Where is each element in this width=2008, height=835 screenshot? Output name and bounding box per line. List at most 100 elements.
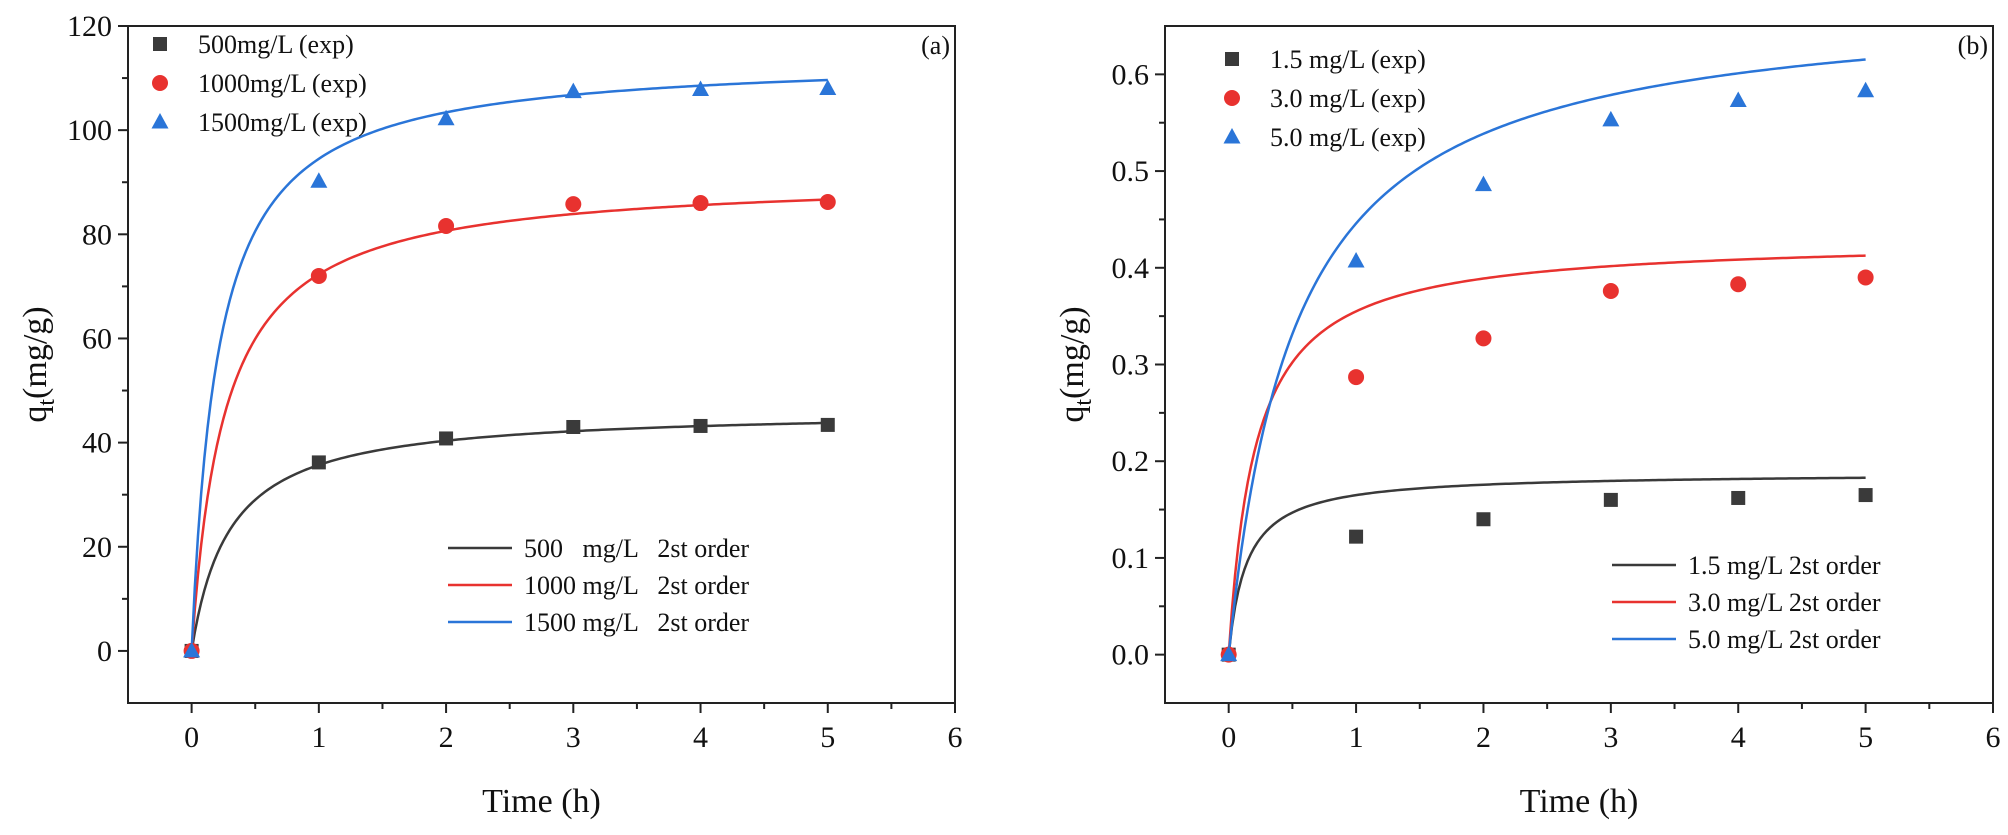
legend-label-fit-1: 1000 mg/L 2st order xyxy=(524,571,749,600)
legend-marker-1 xyxy=(1224,90,1240,106)
data-point-series-1 xyxy=(1857,269,1874,286)
y-tick-label: 0.0 xyxy=(1112,639,1150,672)
data-point-series-2 xyxy=(1857,81,1875,98)
y-axis-title-unit: (mg/g) xyxy=(17,306,54,399)
plot-frame xyxy=(127,25,956,704)
data-point-series-2 xyxy=(1602,110,1620,127)
x-tick-label: 0 xyxy=(1221,721,1236,754)
x-axis-title: Time (h) xyxy=(482,783,601,820)
legend-label-fit-0: 1.5 mg/L 2st order xyxy=(1688,551,1881,580)
x-tick-label: 4 xyxy=(1731,721,1746,754)
y-axis-title-subscript: t xyxy=(34,399,60,406)
y-tick-label: 120 xyxy=(67,10,112,43)
data-point-series-1 xyxy=(438,217,455,234)
data-point-series-1 xyxy=(310,267,327,284)
y-tick-label: 0.2 xyxy=(1112,445,1150,478)
y-axis-title-main: q xyxy=(1054,406,1091,423)
y-axis-title-subscript: t xyxy=(1071,399,1097,406)
data-point-series-0 xyxy=(566,419,581,434)
x-tick-label: 3 xyxy=(1603,721,1618,754)
y-tick-label: 0.4 xyxy=(1112,252,1150,285)
fit-curve-series-1 xyxy=(1227,254,1866,655)
y-tick-label: 0.6 xyxy=(1112,58,1150,91)
data-point-series-2 xyxy=(564,82,582,99)
data-point-series-2 xyxy=(1347,252,1365,268)
legend-label-fit-1: 3.0 mg/L 2st order xyxy=(1688,588,1881,617)
x-tick-label: 6 xyxy=(1986,721,2001,754)
y-tick-label: 20 xyxy=(82,531,112,564)
legend-label-fit-0: 500 mg/L 2st order xyxy=(524,534,749,563)
x-tick-label: 5 xyxy=(1858,721,1873,754)
data-point-series-0 xyxy=(1731,490,1746,505)
x-tick-label: 1 xyxy=(311,721,326,754)
panel-tag: (b) xyxy=(1958,31,1988,60)
y-tick-label: 0.3 xyxy=(1112,349,1150,382)
data-point-series-1 xyxy=(1348,369,1365,386)
legend-label-exp-1: 3.0 mg/L (exp) xyxy=(1270,84,1426,113)
legend-label-fit-2: 1500 mg/L 2st order xyxy=(524,608,749,637)
legend-marker-0 xyxy=(1225,52,1239,66)
y-tick-label: 100 xyxy=(67,114,112,147)
legend-label-exp-2: 1500mg/L (exp) xyxy=(198,108,367,137)
data-point-series-0 xyxy=(311,455,326,470)
y-tick-label: 0.5 xyxy=(1112,155,1150,188)
x-tick-label: 2 xyxy=(1476,721,1491,754)
y-tick-label: 40 xyxy=(82,427,112,460)
legend-label-exp-0: 1.5 mg/L (exp) xyxy=(1270,45,1426,74)
panel-b: 0 1 2 3 4 5 6 0.0 0.1 0.2 0.3 0.4 0.5 0.6 Time (h) qt(m… xyxy=(1054,25,2001,820)
x-tick-label: 6 xyxy=(948,721,963,754)
y-axis-title-main: q xyxy=(17,406,54,423)
data-point-series-1 xyxy=(565,196,582,213)
x-tick-label: 2 xyxy=(439,721,454,754)
legend-label-exp-0: 500mg/L (exp) xyxy=(198,30,354,59)
legend-label-exp-1: 1000mg/L (exp) xyxy=(198,69,367,98)
fit-curve-series-2 xyxy=(190,78,828,651)
y-tick-label: 80 xyxy=(82,218,112,251)
x-tick-label: 3 xyxy=(566,721,581,754)
legend-marker-0 xyxy=(153,37,167,51)
data-point-series-2 xyxy=(1220,645,1238,662)
data-point-series-2 xyxy=(183,641,201,658)
panel-tag: (a) xyxy=(921,31,950,60)
data-point-series-0 xyxy=(820,417,835,432)
legend-label-exp-2: 5.0 mg/L (exp) xyxy=(1270,123,1426,152)
x-tick-label: 5 xyxy=(820,721,835,754)
data-point-series-2 xyxy=(437,109,455,126)
fit-curve-series-2 xyxy=(1227,58,1866,655)
x-axis-title: Time (h) xyxy=(1520,783,1639,820)
legend-marker-2 xyxy=(151,113,169,129)
y-tick-label: 0 xyxy=(97,635,112,668)
data-point-series-2 xyxy=(1474,175,1492,192)
legend-marker-2 xyxy=(1223,128,1241,144)
data-point-series-1 xyxy=(692,195,709,212)
legend-marker-1 xyxy=(152,75,168,91)
data-point-series-1 xyxy=(819,194,836,211)
data-point-series-2 xyxy=(310,172,328,188)
data-point-series-0 xyxy=(1603,492,1618,507)
data-point-series-0 xyxy=(1476,512,1491,527)
y-axis-title: qt(mg/g) xyxy=(1054,306,1097,422)
data-point-series-2 xyxy=(819,79,837,95)
data-point-series-2 xyxy=(692,80,710,97)
fit-curve-series-0 xyxy=(1227,476,1866,655)
data-point-series-0 xyxy=(439,431,454,446)
legend-label-fit-2: 5.0 mg/L 2st order xyxy=(1688,625,1881,654)
x-tick-label: 1 xyxy=(1349,721,1364,754)
y-tick-label: 0.1 xyxy=(1112,542,1150,575)
y-axis-title: qt(mg/g) xyxy=(17,306,60,422)
data-point-series-1 xyxy=(1475,330,1492,347)
data-point-series-1 xyxy=(1730,276,1747,293)
x-tick-label: 4 xyxy=(693,721,708,754)
fit-curve-series-1 xyxy=(190,198,828,652)
y-tick-label: 60 xyxy=(82,322,112,355)
data-point-series-0 xyxy=(1858,488,1873,503)
data-point-series-0 xyxy=(1349,529,1364,544)
data-point-series-0 xyxy=(693,418,708,433)
x-tick-label: 0 xyxy=(184,721,199,754)
y-axis-title-unit: (mg/g) xyxy=(1054,306,1091,399)
data-point-series-2 xyxy=(1729,91,1747,107)
fit-curve-series-0 xyxy=(190,421,828,652)
